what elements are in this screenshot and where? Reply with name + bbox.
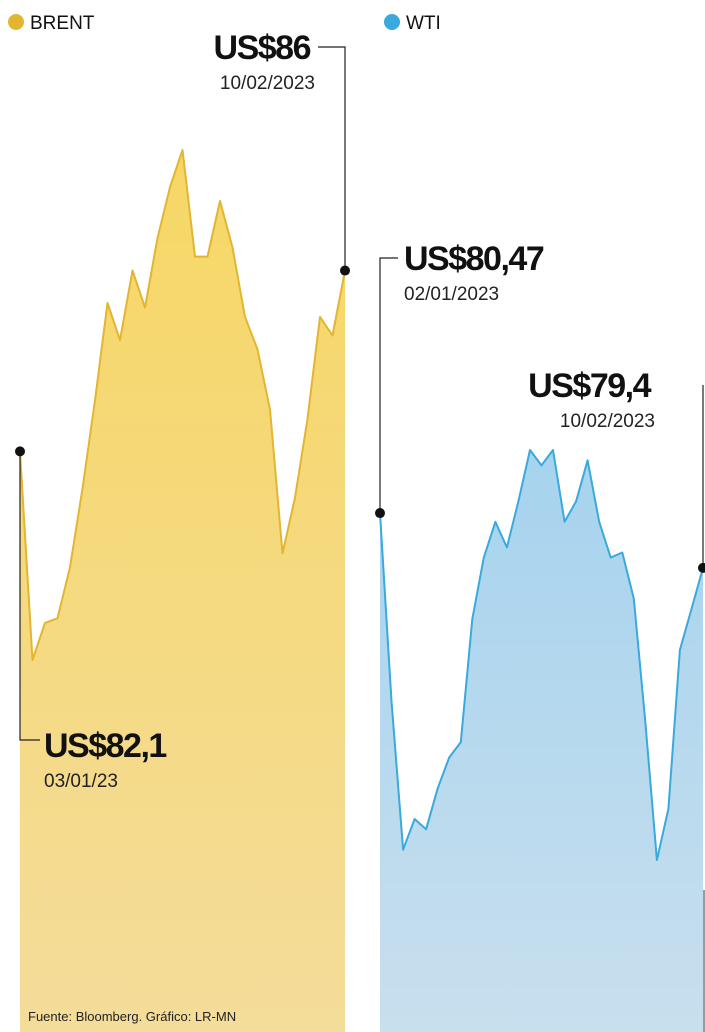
legend-label: WTI [406, 13, 441, 34]
value-label: US$79,4 [528, 367, 651, 405]
legend-swatch [8, 14, 24, 30]
date-label: 10/02/2023 [560, 411, 655, 432]
point [375, 508, 385, 518]
date-label: 03/01/23 [44, 771, 118, 792]
date-label: 10/02/2023 [220, 73, 315, 94]
date-label: 02/01/2023 [404, 284, 499, 305]
point [340, 266, 350, 276]
value-label: US$82,1 [44, 727, 166, 765]
value-label: US$80,47 [404, 240, 544, 278]
point [698, 563, 705, 573]
point [15, 446, 25, 456]
legend-label: BRENT [30, 13, 95, 34]
leader-line [380, 258, 398, 513]
value-label: US$86 [214, 29, 311, 67]
area [20, 150, 345, 1032]
chart: BRENT US$82,1 03/01/23 US$86 10/02/2023 WTI US… [0, 0, 705, 1032]
source: Fuente: Bloomberg. Gráfico: LR-MN [28, 1009, 236, 1024]
legend-swatch [384, 14, 400, 30]
area [380, 450, 703, 1032]
leader-line [318, 47, 345, 271]
plots: BRENT US$82,1 03/01/23 US$86 10/02/2023 WTI US… [8, 13, 705, 1032]
